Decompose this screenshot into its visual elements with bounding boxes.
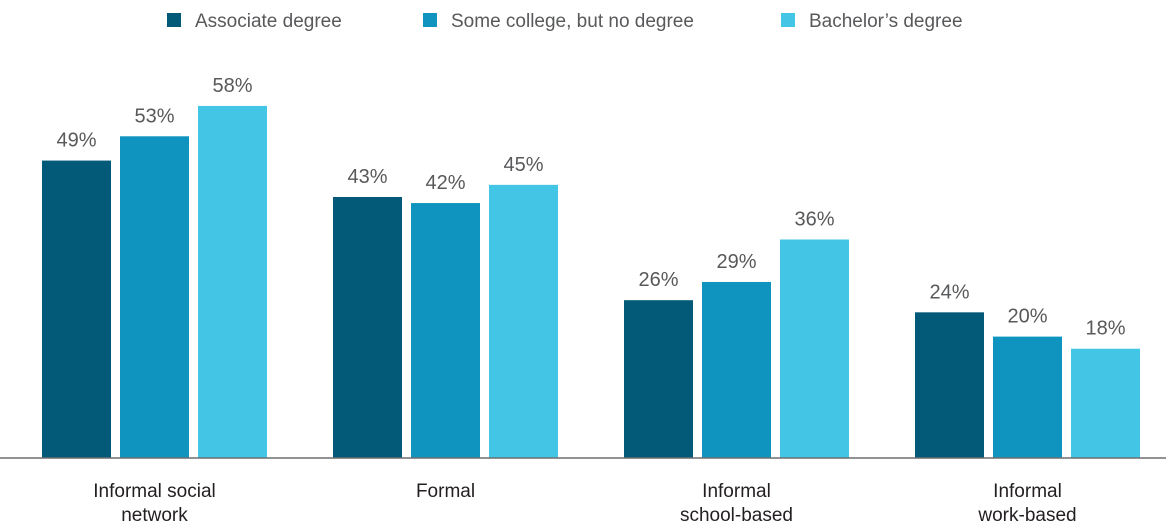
x-tick-label-line: work-based: [977, 505, 1076, 526]
x-tick-label-2: Formal: [416, 481, 475, 502]
legend-swatch-3: [781, 13, 795, 27]
value-label-4-3: 18%: [1085, 318, 1125, 340]
x-tick-label-line: Informal: [993, 481, 1062, 502]
legend-label-1: Associate degree: [195, 11, 342, 32]
value-label-4-1: 24%: [929, 281, 969, 303]
x-tick-label-line: Informal social: [93, 481, 216, 502]
bar-1-2: [120, 136, 189, 459]
value-label-3-1: 26%: [638, 269, 678, 291]
bar-2-2: [411, 203, 480, 458]
bar-4-1: [915, 312, 984, 458]
x-tick-label-3: Informal school-based: [680, 481, 793, 526]
bar-2-3: [489, 184, 558, 458]
value-label-3-3: 36%: [794, 208, 834, 230]
bar-3-3: [780, 239, 849, 458]
bar-4-2: [993, 336, 1062, 458]
value-labels: 49% 53% 58% 43% 42% 45% 26% 29% 36% 24% 20% 18%: [56, 75, 1125, 340]
bar-1-1: [42, 160, 111, 458]
value-label-1-3: 58%: [212, 75, 252, 97]
x-tick-label-4: Informal work-based: [977, 481, 1076, 526]
value-label-1-1: 49%: [56, 130, 96, 152]
bar-2-1: [333, 196, 402, 459]
legend-swatch-2: [423, 13, 437, 27]
bars: [42, 105, 1140, 459]
x-tick-label-line: Formal: [416, 481, 475, 502]
x-axis-tick-labels: Informal social network Formal Informal scho…: [93, 481, 1076, 526]
value-label-2-3: 45%: [503, 154, 543, 176]
x-tick-label-1: Informal social network: [93, 481, 216, 526]
bar-1-3: [198, 105, 267, 458]
value-label-2-2: 42%: [425, 172, 465, 194]
legend-swatch-1: [167, 13, 181, 27]
bar-3-1: [624, 300, 693, 458]
value-label-2-1: 43%: [347, 166, 387, 188]
legend-label-2: Some college, but no degree: [451, 11, 694, 32]
bar-3-2: [702, 281, 771, 458]
value-label-1-2: 53%: [134, 105, 174, 127]
bar-4-3: [1071, 348, 1140, 458]
x-tick-label-line: school-based: [680, 505, 793, 526]
value-label-4-2: 20%: [1007, 306, 1047, 328]
x-tick-label-line: network: [121, 505, 188, 526]
value-label-3-2: 29%: [716, 251, 756, 273]
legend: Associate degree Some college, but no deg…: [167, 11, 963, 32]
x-tick-label-line: Informal: [702, 481, 771, 502]
legend-label-3: Bachelor’s degree: [809, 11, 963, 32]
